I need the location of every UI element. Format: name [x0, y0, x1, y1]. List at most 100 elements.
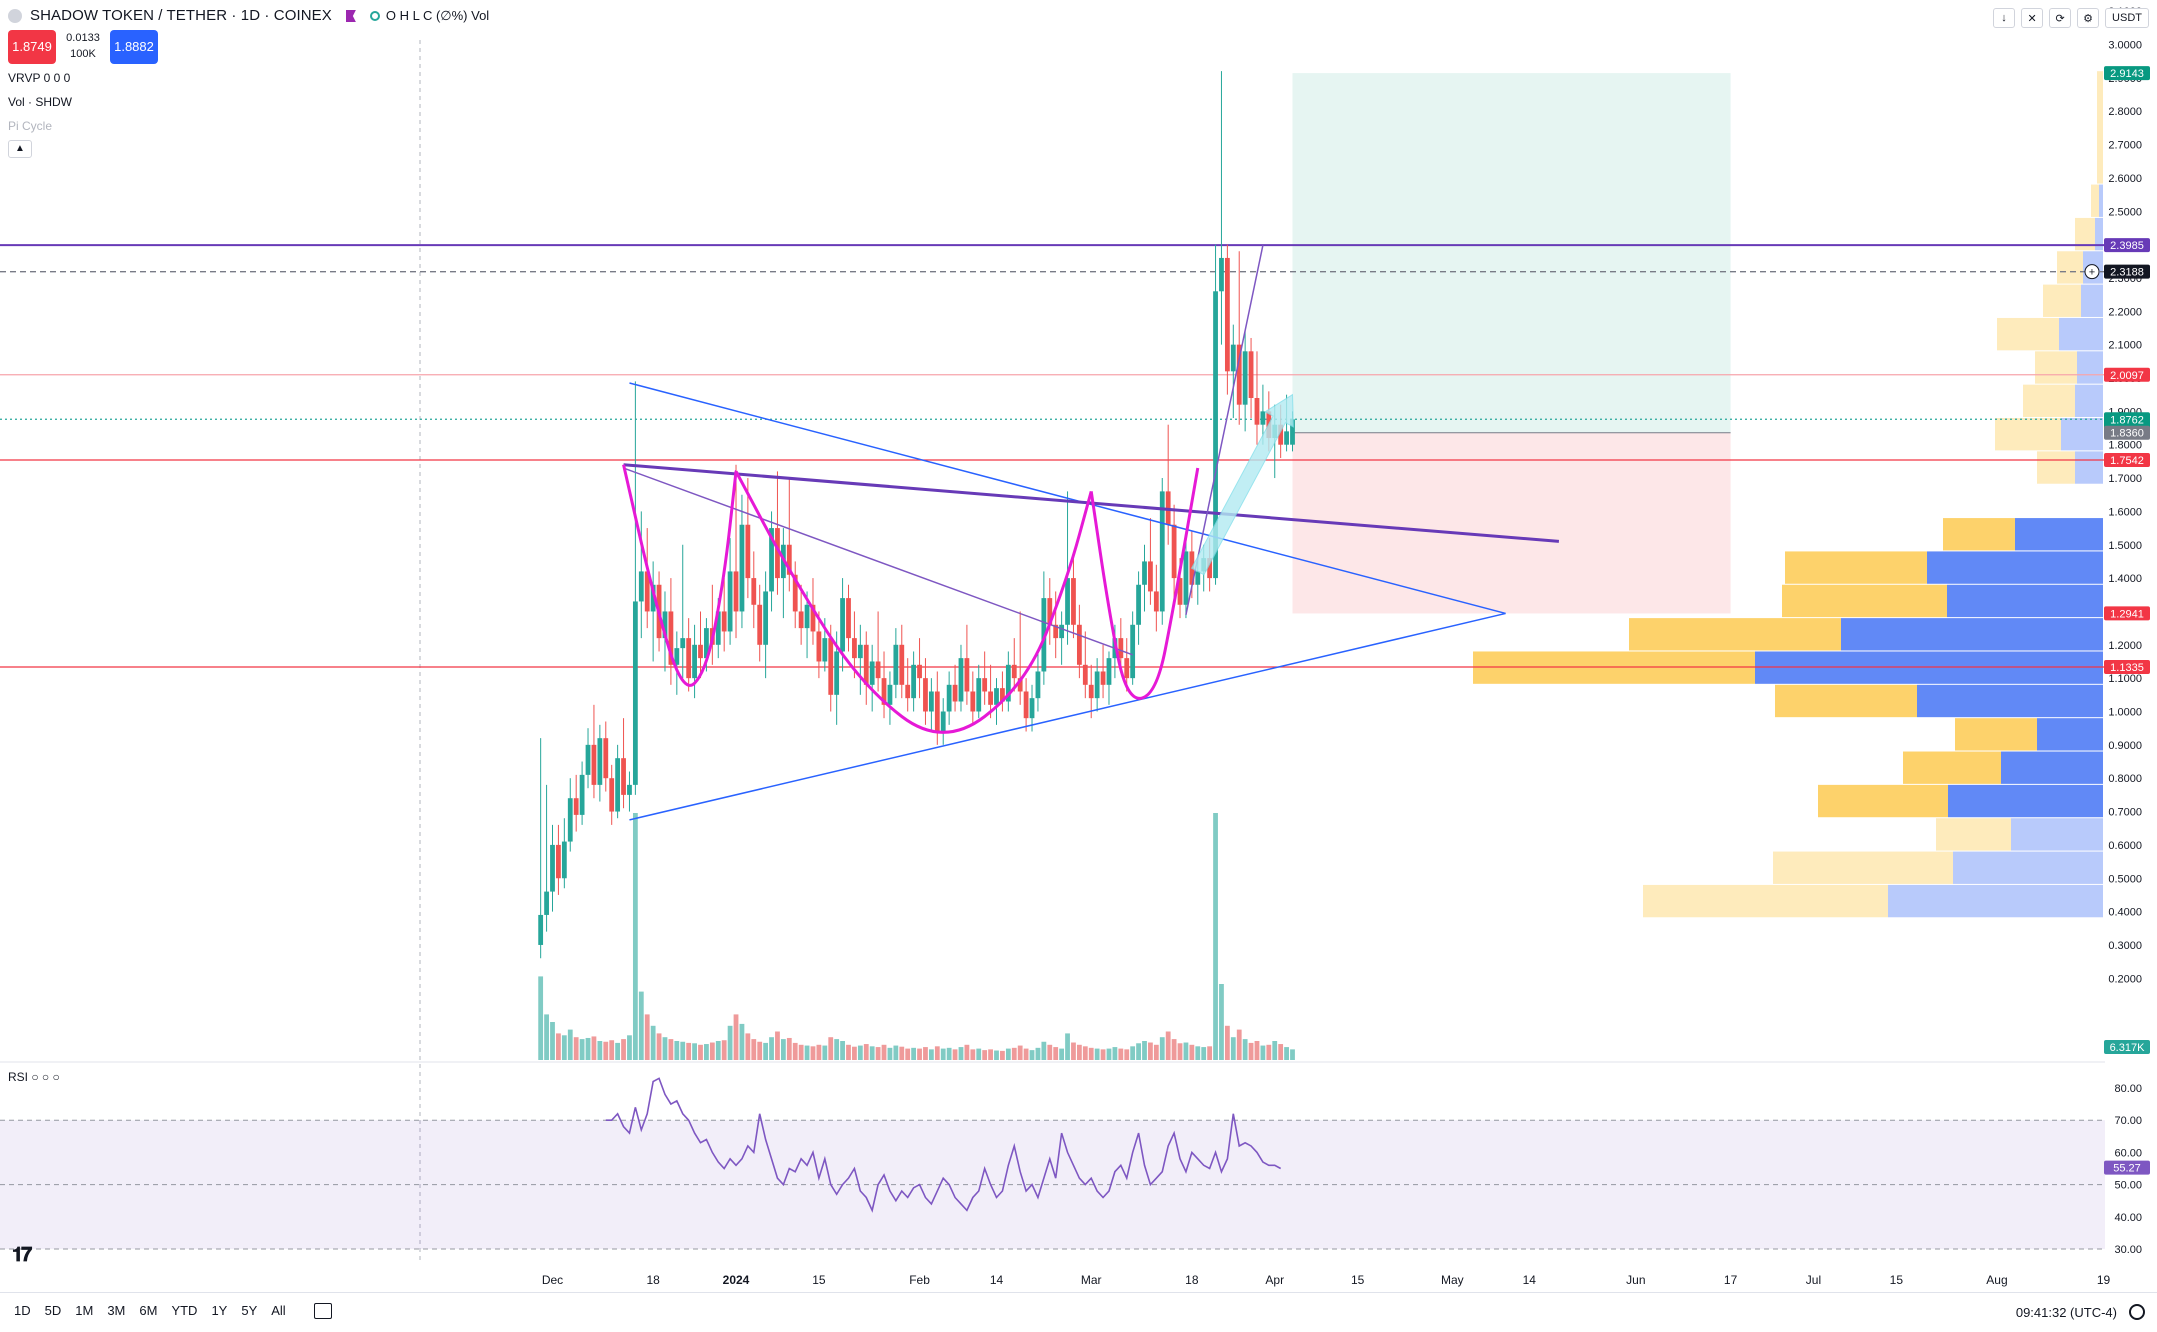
symbol-title[interactable]: SHADOW TOKEN / TETHER · 1D · COINEX: [30, 7, 332, 24]
candle-body: [1023, 691, 1029, 719]
candle-body: [1254, 398, 1260, 425]
candle-body: [1136, 584, 1141, 625]
range-5d[interactable]: 5D: [44, 1303, 62, 1318]
cup-curve: [734, 470, 1093, 734]
volume-bar: [881, 1044, 887, 1060]
volume-bar: [769, 1037, 774, 1060]
candle-body: [561, 841, 567, 879]
indicator-volume[interactable]: Vol · SHDW: [8, 95, 73, 109]
candle-body: [1219, 257, 1224, 292]
candle-body: [1106, 658, 1112, 685]
candle-body: [1005, 664, 1011, 702]
price-tick-label: 2.7000: [2108, 140, 2142, 152]
vp-buy-bar: [2037, 451, 2075, 484]
settings-icon[interactable]: ⚙: [2077, 8, 2100, 28]
candle-body: [680, 638, 686, 649]
market-open-icon: [369, 11, 380, 21]
candle-body: [899, 644, 905, 685]
stop-zone: [1292, 432, 1731, 614]
volume-bar: [567, 1029, 573, 1060]
candle-body: [1124, 658, 1130, 679]
candle-body: [1213, 291, 1218, 579]
volume-bar: [1165, 1031, 1171, 1060]
vp-sell-bar: [2001, 751, 2103, 784]
price-label: 1.2941: [2110, 608, 2144, 620]
rsi-legend[interactable]: RSI ○ ○ ○: [8, 1070, 60, 1084]
calendar-icon[interactable]: [313, 1302, 332, 1319]
vp-sell-bar: [1755, 651, 2103, 684]
vp-sell-bar: [2061, 418, 2103, 451]
range-6m[interactable]: 6M: [139, 1303, 158, 1318]
refresh-icon[interactable]: ⟳: [2049, 8, 2072, 28]
bottom-toolbar: 1D 5D 1M 3M 6M YTD 1Y 5Y All: [0, 1292, 2157, 1328]
volume-bar: [597, 1041, 603, 1060]
sell-button[interactable]: 1.8749: [8, 30, 56, 64]
time-tick-label: 14: [1523, 1273, 1537, 1287]
range-1m[interactable]: 1M: [75, 1303, 94, 1318]
vp-sell-bar: [1917, 684, 2103, 718]
gear-icon[interactable]: [2129, 1304, 2145, 1320]
volume-bar: [1017, 1045, 1023, 1060]
rsi-tick-label: 60.00: [2114, 1147, 2142, 1159]
volume-bar: [887, 1047, 893, 1060]
price-label: 1.1335: [2110, 662, 2144, 674]
vp-sell-bar: [2015, 518, 2103, 551]
vp-sell-bar: [1927, 551, 2103, 584]
candle-body: [846, 598, 851, 639]
volume-bar: [1059, 1048, 1065, 1060]
candle-body: [1195, 571, 1201, 585]
price-label-box: [2104, 452, 2150, 467]
candle-body: [585, 744, 591, 775]
volume-bar: [976, 1048, 982, 1060]
tradingview-logo[interactable]: 𝟏𝟕: [12, 1244, 32, 1266]
spread-readout: 0.0133 100K: [62, 30, 104, 64]
volume-bar: [840, 1041, 845, 1060]
candle-body: [668, 611, 674, 665]
vp-sell-bar: [2081, 284, 2103, 317]
volume-bar: [917, 1048, 922, 1060]
candle-body: [917, 664, 922, 679]
range-5y[interactable]: 5Y: [241, 1303, 258, 1318]
range-3m[interactable]: 3M: [107, 1303, 126, 1318]
volume-bar: [1029, 1050, 1035, 1060]
collapse-legend-button[interactable]: ▲: [8, 140, 32, 158]
rsi-title: RSI: [8, 1070, 29, 1084]
volume-bar: [928, 1049, 934, 1060]
time-tick-label: 19: [2097, 1273, 2111, 1287]
range-ytd[interactable]: YTD: [171, 1303, 198, 1318]
close-icon[interactable]: ✕: [2021, 8, 2044, 28]
candle-body: [786, 544, 792, 575]
volume-bar: [621, 1039, 626, 1060]
price-tick-label: 0.3000: [2108, 940, 2142, 952]
candle-body: [1071, 578, 1076, 625]
projection-arrow: [1190, 393, 1294, 576]
volume-bar: [1242, 1039, 1248, 1060]
volume-bar: [1278, 1044, 1284, 1060]
candle-body: [609, 778, 615, 812]
price-label: 2.3985: [2110, 240, 2144, 252]
vp-sell-bar: [2037, 718, 2103, 751]
candle-body: [615, 758, 621, 812]
order-size[interactable]: 100K: [70, 48, 96, 60]
buy-button[interactable]: 1.8882: [110, 30, 158, 64]
cup-curve: [622, 464, 738, 687]
volume-bar: [1106, 1048, 1112, 1060]
price-tick-label: 2.5000: [2108, 206, 2142, 218]
range-1d[interactable]: 1D: [14, 1303, 31, 1318]
clock[interactable]: 09:41:32 (UTC-4): [2015, 1305, 2117, 1320]
indicator-pi-cycle[interactable]: Pi Cycle: [8, 119, 53, 133]
flag-icon[interactable]: [345, 10, 356, 22]
candle-body: [597, 738, 603, 785]
range-1y[interactable]: 1Y: [211, 1303, 228, 1318]
volume-bar: [1112, 1047, 1118, 1060]
volume-bar: [668, 1039, 674, 1060]
volume-bar: [757, 1041, 763, 1060]
indicator-vrvp[interactable]: VRVP 0 0 0: [8, 71, 71, 85]
currency-select[interactable]: USDT: [2105, 8, 2149, 28]
time-tick-label: Dec: [542, 1273, 563, 1287]
volume-bar: [1183, 1042, 1189, 1060]
range-all[interactable]: All: [271, 1303, 286, 1318]
arrow-down-icon[interactable]: ↓: [1993, 8, 2016, 28]
